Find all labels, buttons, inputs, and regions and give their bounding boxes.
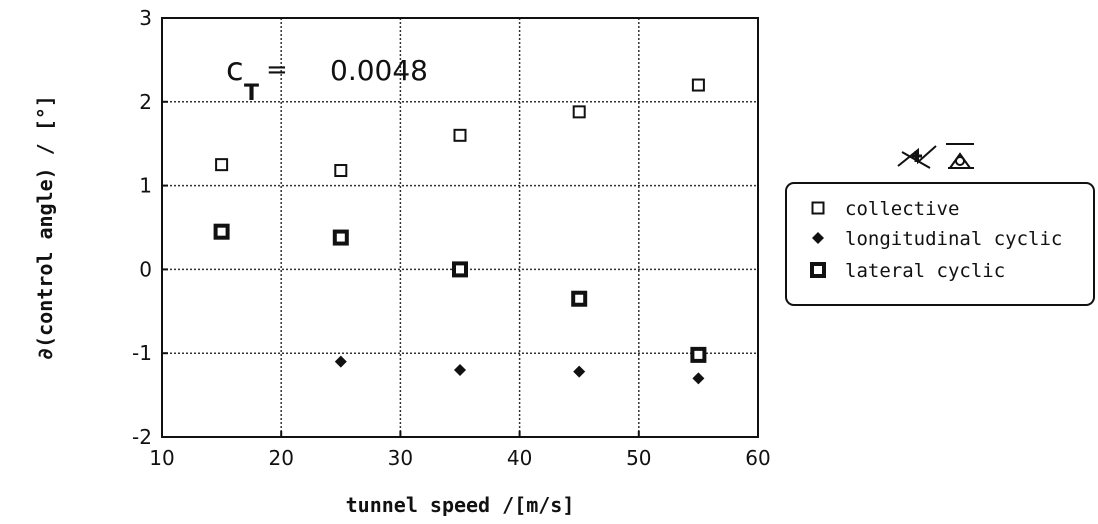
x-tick-label: 50: [626, 446, 651, 470]
x-tick-label: 10: [149, 446, 174, 470]
collective-point: [215, 158, 229, 172]
ct-equals: =: [266, 55, 288, 85]
legend-box: [785, 182, 1095, 306]
collective-point: [453, 128, 467, 142]
legend-marker-longitudinal-cyclic: [812, 232, 824, 244]
legend-label-collective: collective: [845, 198, 959, 220]
ct-annotation: c T = 0.0048: [226, 50, 428, 106]
x-tick-label: 60: [745, 446, 770, 470]
plot-frame: [161, 17, 759, 438]
data-points: [213, 78, 707, 385]
collective-point: [691, 78, 705, 92]
rotor-diagram-icon: [897, 143, 974, 169]
lateral-cyclic-point: [452, 261, 468, 278]
ct-value: 0.0048: [330, 54, 428, 87]
y-tick-label: 3: [139, 6, 152, 30]
legend-marker-collective: [811, 201, 825, 215]
lateral-cyclic-point: [213, 223, 230, 240]
collective-point: [572, 105, 586, 119]
axis-ticks: 10 20 30 40 50 60 -2 -1 0 1 2 3: [132, 6, 771, 470]
y-tick-label: 1: [139, 174, 152, 198]
legend-marker-lateral-cyclic: [810, 262, 826, 278]
lateral-cyclic-point: [690, 346, 707, 363]
x-axis-title: tunnel speed /[m/s]: [346, 493, 575, 517]
collective-point: [334, 164, 348, 178]
ct-symbol: c: [226, 50, 244, 88]
longitudinal-cyclic-point: [454, 363, 466, 376]
y-axis-title: ∂(control angle) / [°]: [33, 95, 57, 360]
y-tick-label: -2: [132, 425, 152, 449]
y-tick-label: -1: [132, 341, 152, 365]
legend-label-lateral-cyclic: lateral cyclic: [845, 260, 1005, 282]
lateral-cyclic-point: [571, 290, 588, 307]
y-tick-label: 0: [139, 257, 152, 281]
legend-label-longitudinal-cyclic: longitudinal cyclic: [845, 228, 1062, 250]
legend: collective longitudinal cyclic lateral cyc…: [810, 198, 1062, 282]
x-tick-label: 40: [507, 446, 532, 470]
ct-subscript: T: [244, 81, 259, 106]
y-tick-label: 2: [139, 90, 152, 114]
longitudinal-cyclic-point: [573, 365, 586, 378]
longitudinal-cyclic-point: [692, 372, 705, 385]
x-tick-label: 20: [268, 446, 293, 470]
longitudinal-cyclic-point: [334, 355, 347, 368]
lateral-cyclic-point: [332, 229, 349, 246]
x-tick-label: 30: [388, 446, 413, 470]
grid: [162, 18, 758, 437]
